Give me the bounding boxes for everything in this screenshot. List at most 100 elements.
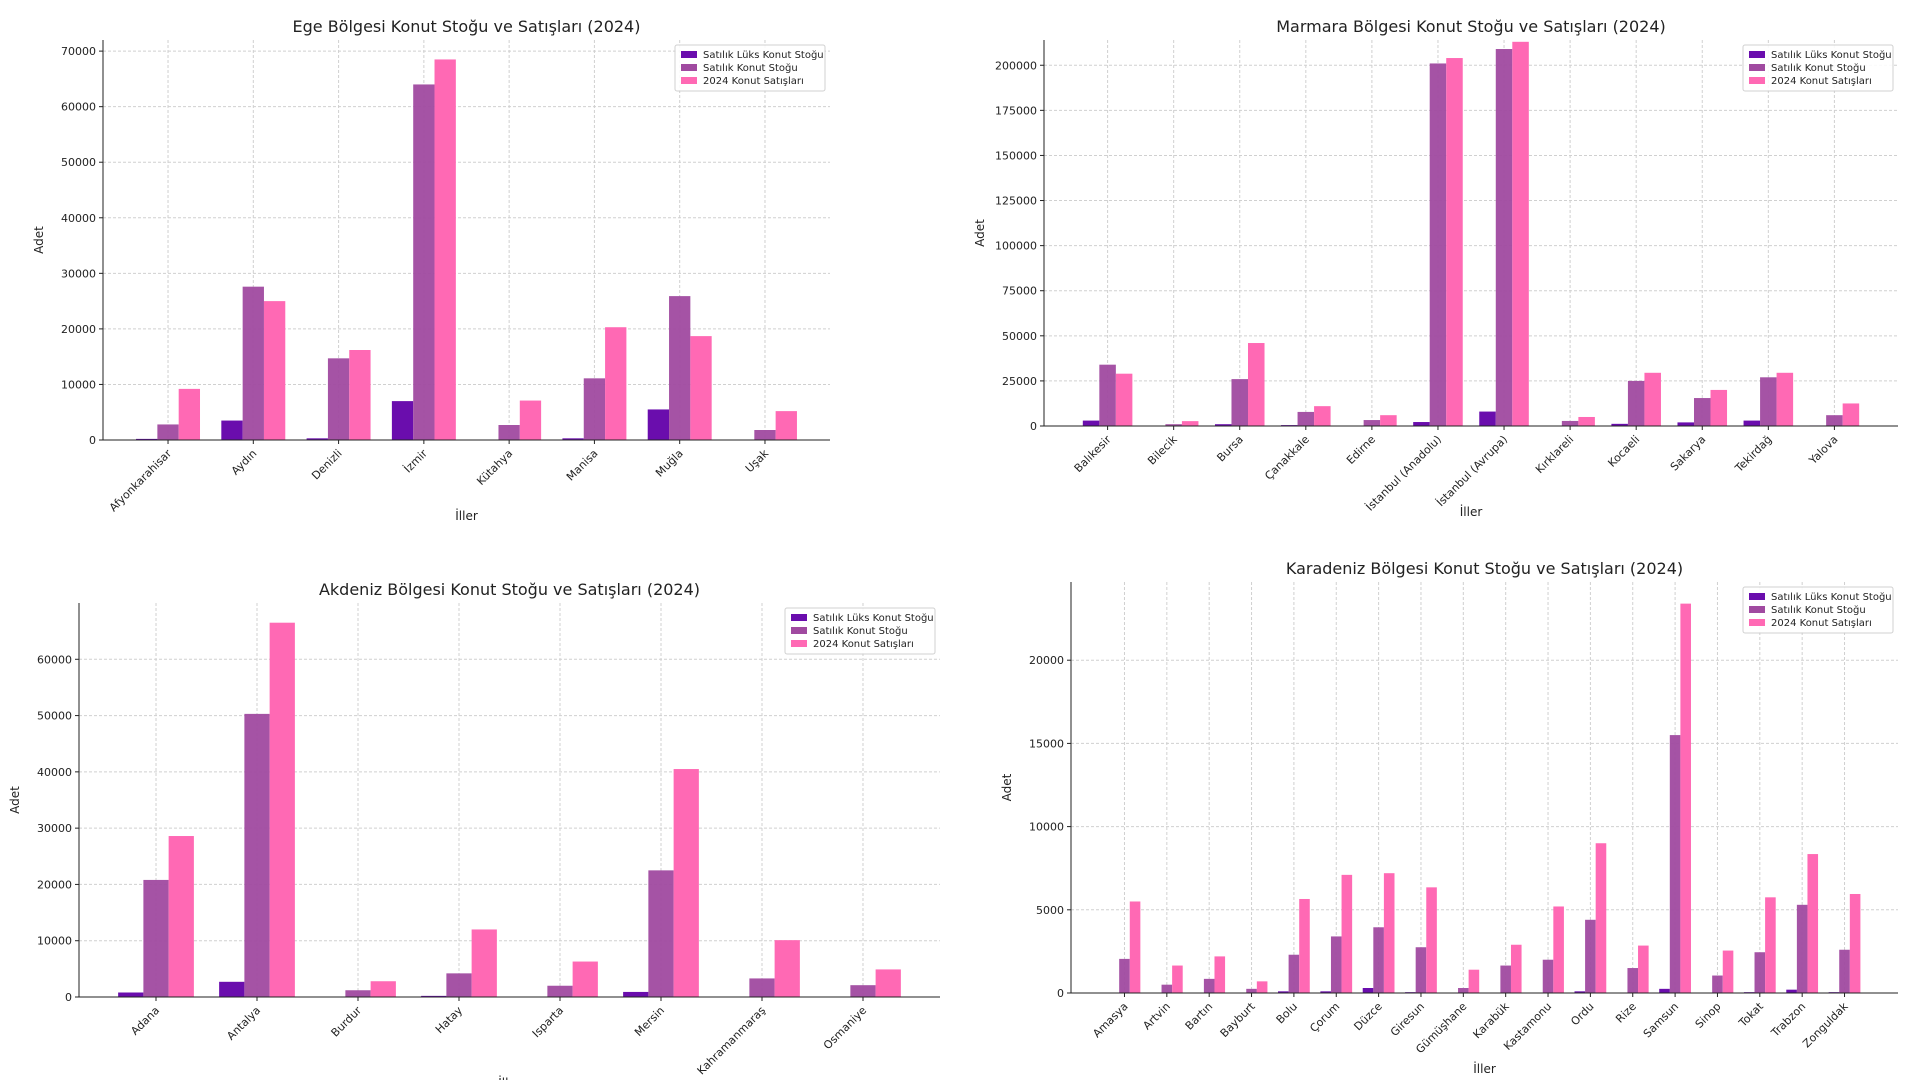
x-tick-label: Kırklareli [1533,433,1576,476]
legend-swatch [791,614,807,621]
x-tick-label: Antalya [224,1004,263,1043]
legend-label: 2024 Konut Satışları [1771,76,1872,87]
legend-label: 2024 Konut Satışları [703,76,804,87]
y-tick-label: 20000 [37,878,72,891]
bar-stock [345,990,371,997]
bar-luxury-stock [1278,991,1289,993]
bar-luxury-stock [647,409,670,440]
legend-label: Satılık Lüks Konut Stoğu [1771,49,1892,61]
bar-luxury-stock [306,438,328,440]
bar-stock [242,286,264,440]
bar-stock [1796,904,1808,993]
y-tick-label: 15000 [1029,737,1064,750]
bar-stock [1760,377,1777,426]
x-tick-label: İstanbul (Anadolu) [1363,433,1444,514]
bar-sales [1172,965,1183,993]
legend-swatch [1749,619,1765,626]
bar-stock [1561,420,1579,426]
x-tick-label: Yalova [1806,433,1841,468]
bar-sales [1256,981,1268,993]
y-tick-label: 5000 [1036,904,1064,917]
bar-sales [349,350,371,440]
chart-title: Marmara Bölgesi Konut Stoğu ve Satışları… [1276,17,1666,36]
bar-stock [1542,959,1554,993]
bar-stock [413,84,435,440]
bar-sales [1299,898,1310,993]
bar-sales [774,940,800,997]
bar-stock [648,870,674,997]
bar-luxury-stock [1479,411,1496,426]
bar-luxury-stock [1082,420,1100,426]
bar-stock [1839,949,1850,993]
bar-sales [1595,843,1607,993]
bar-stock [1415,947,1427,993]
x-tick-label: Çorum [1307,1000,1342,1035]
bar-stock [244,713,270,997]
bar-sales [1181,421,1199,426]
bar-luxury-stock [1413,422,1430,426]
bar-sales [434,59,456,440]
y-tick-label: 30000 [61,267,96,280]
x-axis-label: İller [498,1075,521,1080]
bar-stock [1826,415,1843,426]
x-tick-label: Rize [1613,1000,1639,1026]
x-tick-label: Trabzon [1768,1000,1808,1040]
bar-stock [1246,988,1257,993]
y-tick-label: 10000 [1029,821,1064,834]
y-tick-label: 20000 [61,323,96,336]
y-tick-label: 20000 [1029,654,1064,667]
legend-swatch [1749,593,1765,600]
chart-title: Akdeniz Bölgesi Konut Stoğu ve Satışları… [319,580,700,599]
legend-box [784,607,936,655]
bar-sales [1380,415,1397,426]
bar-stock [850,985,876,997]
legend-label: Satılık Konut Stoğu [1771,604,1866,616]
legend-box [1742,44,1894,92]
bar-stock [1165,424,1182,426]
bar-stock [1712,975,1723,993]
y-tick-label: 60000 [37,653,72,666]
x-axis-label: İller [1460,504,1483,519]
x-tick-label: Ordu [1568,1000,1596,1028]
x-tick-label: Balıkesir [1072,433,1114,475]
bar-luxury-stock [1659,988,1670,993]
x-axis-label: İller [1473,1061,1496,1076]
legend-box [674,44,826,92]
bar-luxury-stock [623,991,649,997]
bar-sales [1510,944,1522,993]
bar-stock [1161,984,1173,993]
legend-swatch [1749,77,1765,84]
legend-swatch [681,64,697,71]
bar-luxury-stock [1611,423,1628,426]
y-tick-label: 50000 [61,156,96,169]
bar-sales [875,969,901,997]
x-tick-label: Amasya [1090,1000,1130,1040]
bar-sales [1722,950,1734,993]
bar-sales [1115,373,1133,426]
bar-stock [498,425,520,440]
x-tick-label: Edirne [1344,433,1378,467]
bar-sales [673,769,699,997]
chart-title: Karadeniz Bölgesi Konut Stoğu ve Satışla… [1286,559,1683,578]
bar-stock [1363,420,1381,426]
bar-sales [1426,887,1437,993]
y-tick-label: 0 [65,991,72,1004]
bar-stock [1627,380,1645,426]
x-tick-label: Düzce [1351,1000,1384,1033]
y-tick-label: 0 [89,434,96,447]
bar-stock [1754,952,1766,993]
chart-2: 0 10000 20000 30000 40000 50000 60000 Adana Anta… [8,580,940,1080]
x-tick-label: Denizli [309,447,344,482]
bar-sales [1680,603,1691,993]
legend-label: Satılık Konut Stoğu [1771,62,1866,74]
x-tick-label: Bursa [1214,433,1245,464]
y-tick-label: 50000 [37,710,72,723]
legend-label: Satılık Konut Stoğu [813,625,908,637]
bar-sales [1776,372,1794,426]
y-tick-label: 60000 [61,101,96,114]
legend-label: 2024 Konut Satışları [1771,618,1872,629]
